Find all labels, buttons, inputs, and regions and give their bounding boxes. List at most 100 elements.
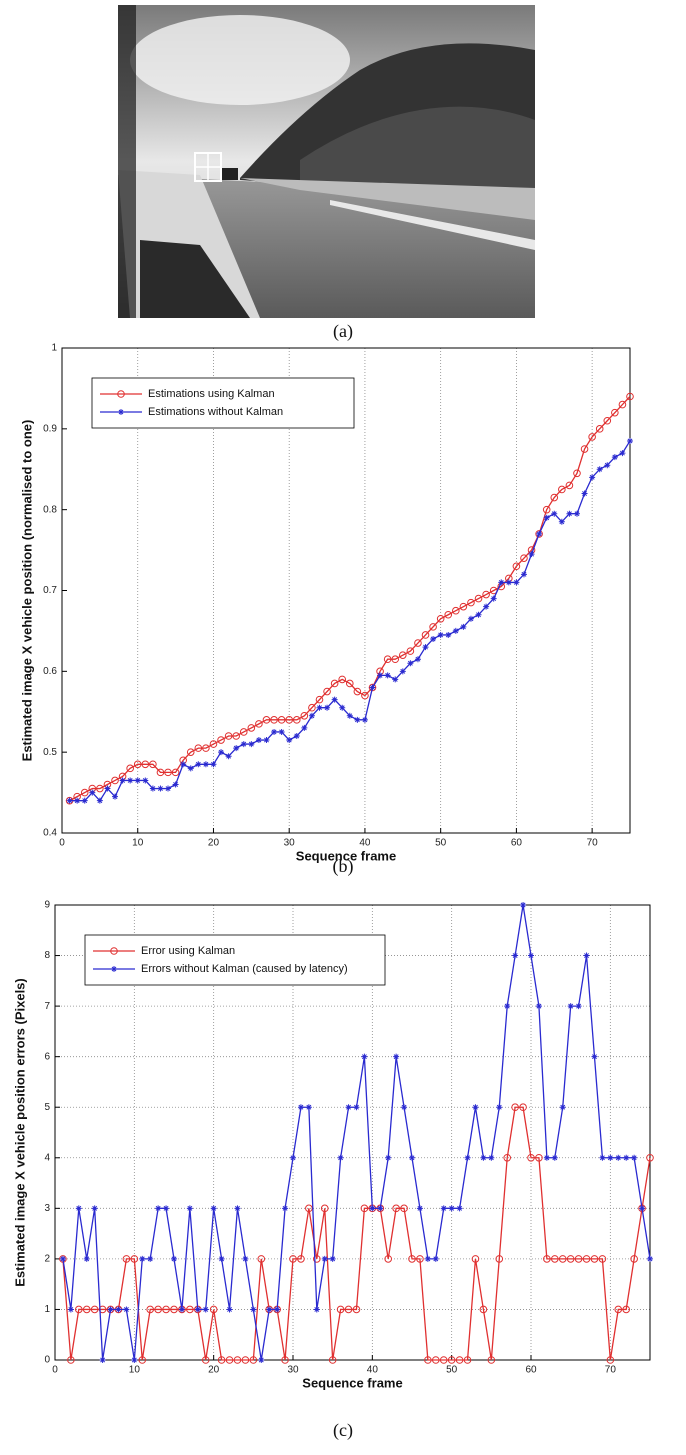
marker — [81, 797, 88, 804]
marker — [336, 1305, 345, 1314]
marker — [630, 1255, 638, 1263]
marker — [232, 732, 240, 740]
marker — [414, 656, 421, 663]
marker — [519, 1103, 527, 1112]
marker — [119, 777, 126, 784]
marker — [157, 785, 164, 792]
marker — [316, 704, 323, 711]
marker — [615, 1154, 622, 1161]
marker — [186, 1205, 193, 1212]
marker — [156, 768, 165, 777]
marker — [471, 1255, 480, 1263]
marker — [567, 1003, 574, 1010]
marker — [618, 400, 627, 409]
marker — [528, 551, 535, 558]
marker — [400, 1204, 408, 1213]
marker — [331, 696, 338, 703]
marker — [154, 1305, 162, 1314]
marker — [463, 1356, 472, 1364]
marker — [401, 1104, 408, 1111]
marker — [368, 683, 377, 692]
y-tick-label: 4 — [44, 1152, 50, 1163]
legend — [84, 934, 386, 986]
marker — [528, 952, 534, 959]
marker — [330, 679, 339, 688]
y-tick-label: 7 — [44, 1001, 50, 1012]
x-tick-label: 70 — [587, 838, 599, 849]
marker — [112, 793, 119, 800]
marker — [459, 602, 468, 611]
marker — [353, 687, 362, 696]
y-tick-label: 3 — [44, 1203, 50, 1214]
marker — [436, 614, 445, 623]
x-tick-label: 40 — [359, 838, 371, 849]
y-tick-label: 0.7 — [43, 585, 57, 596]
marker — [626, 392, 634, 401]
marker — [59, 1255, 66, 1262]
marker — [598, 1255, 607, 1263]
marker — [504, 1003, 511, 1010]
marker — [255, 737, 262, 744]
marker — [194, 1306, 201, 1313]
marker — [588, 433, 596, 441]
marker — [162, 1305, 170, 1314]
marker — [647, 1255, 653, 1262]
marker — [520, 902, 527, 908]
marker — [639, 1205, 646, 1212]
marker — [421, 631, 430, 639]
marker — [543, 1154, 550, 1161]
marker — [558, 1255, 567, 1263]
marker — [293, 733, 300, 739]
marker — [89, 789, 96, 796]
marker — [217, 1356, 226, 1364]
marker — [127, 777, 134, 784]
marker — [209, 740, 218, 748]
marker — [393, 1053, 400, 1060]
marker — [445, 631, 452, 638]
marker — [241, 1356, 250, 1364]
marker — [611, 408, 619, 417]
x-tick-label: 50 — [446, 1365, 458, 1376]
marker — [591, 1053, 598, 1060]
legend-label: Error using Kalman — [141, 945, 235, 957]
marker — [472, 1104, 479, 1111]
marker — [353, 1104, 360, 1111]
marker — [301, 724, 308, 731]
marker — [305, 1104, 312, 1111]
marker — [416, 1205, 423, 1212]
marker — [496, 1104, 503, 1111]
marker — [281, 1356, 289, 1364]
marker — [383, 655, 392, 664]
marker — [82, 1305, 91, 1314]
marker — [596, 466, 603, 473]
marker — [505, 579, 512, 586]
marker — [149, 760, 157, 769]
marker — [369, 1205, 376, 1212]
marker — [607, 1154, 614, 1161]
marker — [460, 623, 467, 630]
marker — [590, 1255, 599, 1263]
marker — [424, 1356, 432, 1364]
marker — [239, 728, 248, 736]
marker — [313, 1255, 321, 1263]
legend-label: Estimations without Kalman — [148, 406, 283, 418]
x-tick-label: 70 — [605, 1365, 617, 1376]
marker — [67, 1306, 74, 1313]
marker — [66, 797, 73, 804]
marker — [495, 1255, 504, 1263]
marker — [172, 781, 179, 788]
marker — [580, 445, 589, 453]
marker — [520, 554, 528, 562]
y-tick-label: 0.6 — [43, 666, 57, 677]
marker — [308, 712, 315, 719]
marker — [646, 1153, 654, 1162]
marker — [210, 761, 217, 768]
marker — [329, 1255, 336, 1262]
x-tick-label: 60 — [525, 1365, 537, 1376]
marker — [385, 1154, 392, 1161]
marker — [146, 1305, 154, 1314]
marker — [543, 1255, 551, 1263]
y-tick-label: 0.5 — [43, 747, 57, 758]
marker — [406, 647, 415, 655]
marker — [218, 749, 225, 756]
